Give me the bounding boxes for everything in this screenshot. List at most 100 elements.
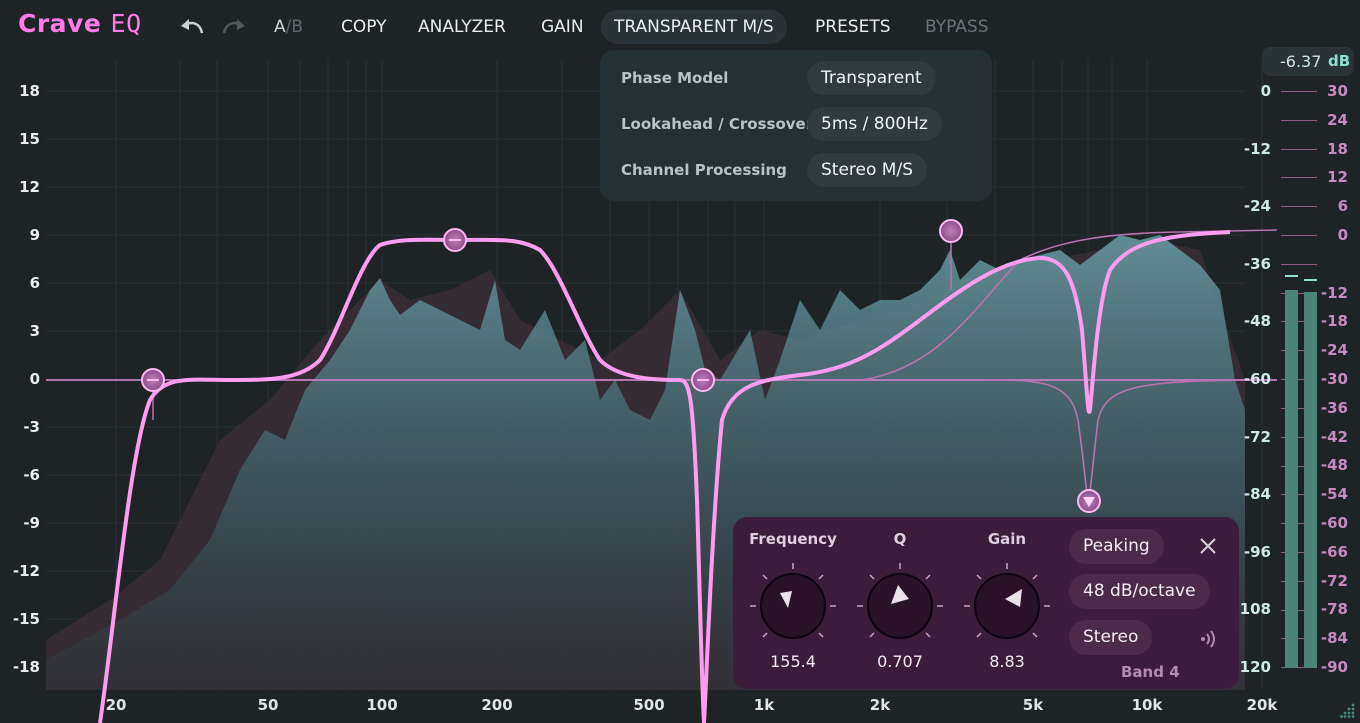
- eq-scale-label: 0: [29, 370, 40, 388]
- output-level-value: -6.37: [1280, 52, 1322, 71]
- band-node-1[interactable]: [141, 368, 165, 392]
- analyzer-scale-label: -120: [1233, 658, 1271, 676]
- meter-tick: [1281, 120, 1317, 121]
- eq-scale-label: -12: [12, 562, 40, 580]
- undo-icon[interactable]: [178, 14, 208, 38]
- eq-scale-label: -15: [12, 610, 40, 628]
- meter-scale-label: -30: [1320, 370, 1348, 388]
- eq-scale-label: -6: [23, 466, 40, 484]
- band-name: Band 4: [1121, 663, 1180, 681]
- meter-scale-label: -84: [1320, 629, 1348, 647]
- meter-tick: [1281, 293, 1317, 294]
- band-node-5[interactable]: [939, 219, 963, 243]
- lookahead-crossover-label: Lookahead / Crossover: [621, 115, 814, 133]
- meter-scale-label: -90: [1320, 658, 1348, 676]
- meter-bar-left: [1285, 290, 1298, 668]
- meter-tick: [1281, 206, 1317, 207]
- freq-label: 2k: [869, 696, 891, 714]
- filter-type-select[interactable]: Peaking: [1069, 529, 1164, 564]
- meter-scale-label: -78: [1320, 600, 1348, 618]
- gain-button[interactable]: GAIN: [541, 17, 584, 37]
- analyzer-scale-label: 0: [1260, 82, 1271, 100]
- meter-scale-label: -66: [1320, 543, 1348, 561]
- slope-select[interactable]: 48 dB/octave: [1069, 574, 1210, 609]
- meter-tick: [1281, 91, 1317, 92]
- meter-scale-label: -72: [1320, 572, 1348, 590]
- eq-response-curve: [98, 230, 1231, 723]
- meter-scale-label: -48: [1320, 456, 1348, 474]
- analyzer-scale-label: -36: [1243, 255, 1271, 273]
- output-level-readout[interactable]: -6.37 dB: [1262, 47, 1354, 76]
- band-node-2[interactable]: [691, 368, 715, 392]
- freq-label: 500: [633, 696, 665, 714]
- meter-scale-label: -42: [1320, 428, 1348, 446]
- meter-tick: [1281, 149, 1317, 150]
- freq-label: 5k: [1022, 696, 1044, 714]
- q-label: Q: [893, 530, 907, 548]
- meter-tick: [1281, 523, 1317, 524]
- meter-tick: [1281, 610, 1317, 611]
- meter-scale-label: 24: [1327, 111, 1348, 129]
- band-editor-panel: Frequency Q Gain 155.4 0.707 8.83 Peakin…: [733, 517, 1239, 689]
- freq-label: 50: [257, 696, 279, 714]
- resize-grip-icon[interactable]: [1340, 702, 1356, 718]
- analyzer-scale-label: -72: [1243, 428, 1271, 446]
- meter-tick: [1281, 408, 1317, 409]
- lookahead-crossover-select[interactable]: 5ms / 800Hz: [807, 107, 942, 141]
- frequency-knob[interactable]: [748, 561, 838, 651]
- redo-icon[interactable]: [218, 14, 248, 38]
- copy-button[interactable]: COPY: [341, 17, 387, 37]
- top-bar: Crave EQ A/B COPY ANALYZER GAIN TRANSPAR…: [0, 0, 1360, 52]
- meter-scale-label: 30: [1327, 82, 1348, 100]
- meter-scale-label: -12: [1320, 284, 1348, 302]
- eq-scale-label: 18: [19, 82, 40, 100]
- meter-bar-right: [1304, 292, 1317, 668]
- a-label: A: [274, 17, 286, 37]
- band-node-4[interactable]: [443, 228, 467, 252]
- analyzer-scale-label: -96: [1243, 543, 1271, 561]
- gain-knob[interactable]: [962, 561, 1052, 651]
- analyzer-scale-label: -84: [1243, 485, 1271, 503]
- eq-scale-label: 9: [29, 226, 40, 244]
- freq-label: 20: [105, 696, 127, 714]
- ab-toggle[interactable]: A/B: [274, 17, 303, 37]
- freq-label: 10k: [1131, 696, 1163, 714]
- meter-scale-label: -54: [1320, 485, 1348, 503]
- meter-scale-label: -36: [1320, 399, 1348, 417]
- phase-model-label: Phase Model: [621, 69, 729, 87]
- analyzer-scale-label: -24: [1243, 197, 1271, 215]
- analyzer-scale-label: -12: [1243, 140, 1271, 158]
- analyzer-scale-label: -60: [1243, 370, 1271, 388]
- ab-separator: /: [285, 17, 292, 37]
- analyzer-scale-label: -48: [1243, 312, 1271, 330]
- bypass-button[interactable]: BYPASS: [925, 17, 989, 37]
- channel-select[interactable]: Stereo: [1069, 620, 1153, 655]
- phase-model-select[interactable]: Transparent: [807, 61, 936, 95]
- frequency-label: Frequency: [749, 530, 837, 548]
- q-value[interactable]: 0.707: [877, 652, 923, 671]
- meter-tick: [1281, 264, 1317, 265]
- eq-scale-label: -3: [23, 418, 40, 436]
- output-level-unit: dB: [1328, 52, 1351, 70]
- meter-scale-label: -60: [1320, 514, 1348, 532]
- meter-peak-right: [1304, 279, 1317, 281]
- presets-button[interactable]: PRESETS: [815, 17, 891, 37]
- band-node-6[interactable]: [1077, 489, 1101, 513]
- freq-label: 100: [366, 696, 398, 714]
- meter-tick: [1281, 581, 1317, 582]
- close-icon[interactable]: [1199, 537, 1217, 555]
- eq-scale-label: 6: [29, 274, 40, 292]
- freq-label: 200: [481, 696, 513, 714]
- meter-tick: [1281, 350, 1317, 351]
- q-knob[interactable]: [855, 561, 945, 651]
- meter-tick: [1281, 494, 1317, 495]
- solo-listen-icon[interactable]: [1199, 628, 1219, 650]
- meter-scale-label: -18: [1320, 312, 1348, 330]
- analyzer-button[interactable]: ANALYZER: [418, 17, 506, 37]
- channel-processing-select[interactable]: Stereo M/S: [807, 153, 927, 187]
- meter-tick: [1281, 552, 1317, 553]
- logo-word: Crave: [18, 9, 102, 38]
- transparent-ms-button[interactable]: TRANSPARENT M/S: [601, 10, 787, 44]
- gain-value[interactable]: 8.83: [989, 652, 1025, 671]
- frequency-value[interactable]: 155.4: [770, 652, 816, 671]
